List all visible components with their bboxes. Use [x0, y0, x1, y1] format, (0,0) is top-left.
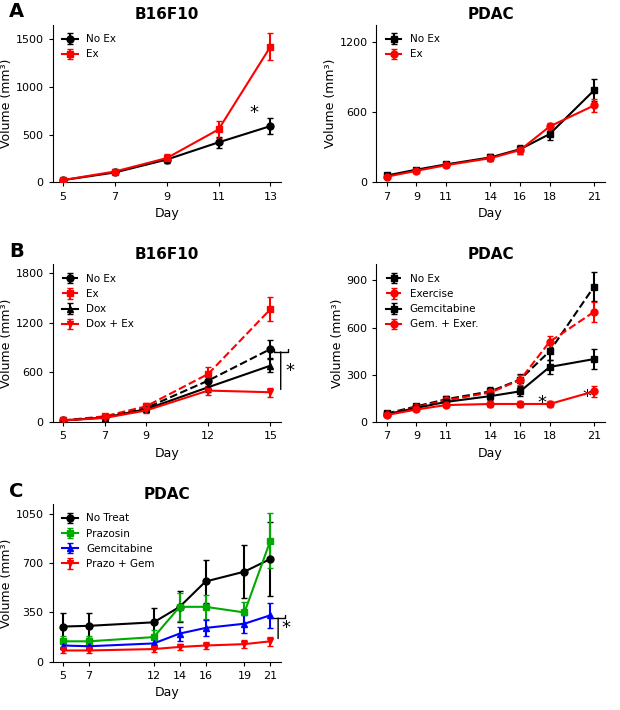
Title: PDAC: PDAC [143, 486, 190, 501]
Legend: No Ex, Ex, Dox, Dox + Ex: No Ex, Ex, Dox, Dox + Ex [58, 270, 138, 334]
Legend: No Ex, Exercise, Gemcitabine, Gem. + Exer.: No Ex, Exercise, Gemcitabine, Gem. + Exe… [382, 270, 482, 334]
X-axis label: Day: Day [154, 447, 179, 459]
Text: A: A [9, 2, 24, 21]
Text: *: * [286, 361, 295, 380]
Title: B16F10: B16F10 [135, 7, 199, 22]
Text: *: * [281, 619, 290, 638]
X-axis label: Day: Day [154, 687, 179, 699]
Text: *: * [582, 388, 591, 405]
Y-axis label: Volume (mm³): Volume (mm³) [0, 299, 13, 388]
X-axis label: Day: Day [478, 207, 503, 220]
Legend: No Ex, Ex: No Ex, Ex [382, 30, 444, 64]
Y-axis label: Volume (mm³): Volume (mm³) [0, 538, 13, 628]
Text: *: * [538, 394, 547, 412]
Text: C: C [9, 481, 24, 501]
X-axis label: Day: Day [478, 447, 503, 459]
Title: PDAC: PDAC [467, 247, 514, 262]
Y-axis label: Volume (mm³): Volume (mm³) [324, 59, 337, 148]
Y-axis label: Volume (mm³): Volume (mm³) [330, 299, 343, 388]
Legend: No Ex, Ex: No Ex, Ex [58, 30, 120, 64]
Y-axis label: Volume (mm³): Volume (mm³) [0, 59, 13, 148]
Title: B16F10: B16F10 [135, 247, 199, 262]
Text: B: B [9, 242, 24, 261]
Title: PDAC: PDAC [467, 7, 514, 22]
X-axis label: Day: Day [154, 207, 179, 220]
Legend: No Treat, Prazosin, Gemcitabine, Prazo + Gem: No Treat, Prazosin, Gemcitabine, Prazo +… [58, 509, 159, 573]
Text: *: * [249, 104, 258, 123]
